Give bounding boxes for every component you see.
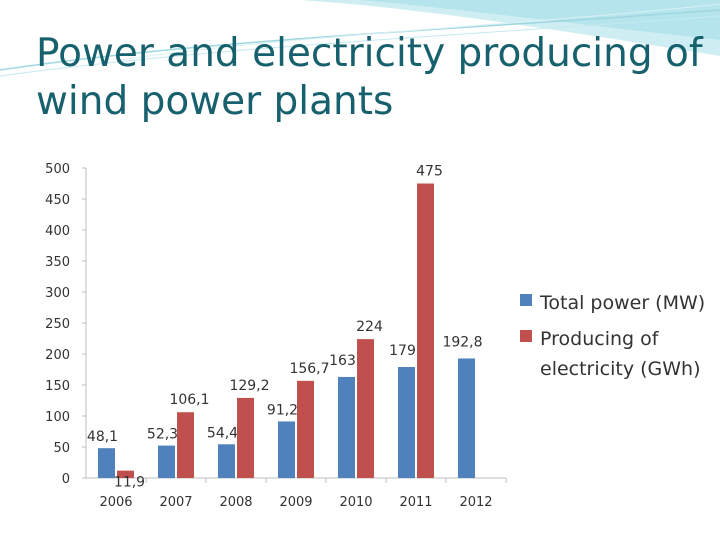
bar-electricity [117, 470, 134, 478]
x-tick-label: 2010 [339, 495, 372, 510]
y-tick-label: 0 [62, 472, 70, 487]
legend-swatch-electricity [520, 330, 532, 342]
y-tick-label: 350 [45, 255, 70, 270]
data-label-electricity: 11,9 [114, 475, 145, 491]
header-swoosh-decoration [0, 0, 720, 78]
data-label-electricity: 224 [356, 319, 383, 335]
y-tick-label: 50 [53, 441, 70, 456]
data-label-total-power: 179 [389, 343, 416, 359]
legend-label-total-power: Total power (MW) [540, 292, 706, 314]
data-label-total-power: 54,4 [207, 425, 238, 441]
data-label-electricity: 106,1 [169, 392, 209, 408]
bar-electricity [357, 339, 374, 478]
bar-electricity [237, 397, 254, 478]
slide-title: Power and electricity producing of wind … [36, 31, 703, 124]
y-tick-label: 400 [45, 224, 70, 239]
y-tick-label: 150 [45, 379, 70, 394]
legend-swatch-total-power [520, 294, 532, 306]
chart-area: 0 50 100 150 200 250 300 350 400 450 500 2006 2007 20… [0, 150, 720, 530]
bar-total-power [218, 444, 235, 478]
x-tick-label: 2011 [399, 495, 432, 510]
bar-electricity [177, 412, 194, 478]
bar-total-power [158, 445, 175, 478]
chart-legend: Total power (MW) Producing of electricit… [520, 288, 715, 390]
y-tick-label: 250 [45, 317, 70, 332]
y-tick-label: 100 [45, 410, 70, 425]
y-tick-label: 200 [45, 348, 70, 363]
y-tick-label: 450 [45, 193, 70, 208]
data-label-total-power: 192,8 [442, 334, 482, 350]
x-tick-label: 2008 [219, 495, 252, 510]
data-label-total-power: 48,1 [87, 429, 118, 445]
bar-chart: 0 50 100 150 200 250 300 350 400 450 500 2006 2007 20… [45, 162, 507, 510]
x-tick-label: 2006 [99, 495, 132, 510]
legend-item-total-power: Total power (MW) [520, 288, 715, 318]
bar-electricity [297, 380, 314, 478]
data-label-electricity: 475 [416, 164, 443, 180]
bar-electricity [417, 183, 434, 478]
bar-total-power [338, 376, 355, 478]
bar-total-power [458, 358, 475, 478]
legend-item-electricity: Producing of electricity (GWh) [520, 324, 715, 384]
x-tick-label: 2007 [159, 495, 192, 510]
bar-total-power [98, 448, 115, 478]
data-label-electricity: 156,7 [289, 361, 329, 377]
data-label-total-power: 52,3 [147, 427, 178, 443]
y-tick-label: 500 [45, 162, 70, 177]
data-label-electricity: 129,2 [229, 378, 269, 394]
data-label-total-power: 91,2 [267, 402, 298, 418]
bar-total-power [398, 367, 415, 478]
x-tick-label: 2009 [279, 495, 312, 510]
data-label-total-power: 163 [329, 353, 356, 369]
x-tick-label: 2012 [459, 495, 492, 510]
legend-label-electricity: Producing of electricity (GWh) [540, 328, 701, 380]
y-tick-label: 300 [45, 286, 70, 301]
bar-total-power [278, 421, 295, 478]
